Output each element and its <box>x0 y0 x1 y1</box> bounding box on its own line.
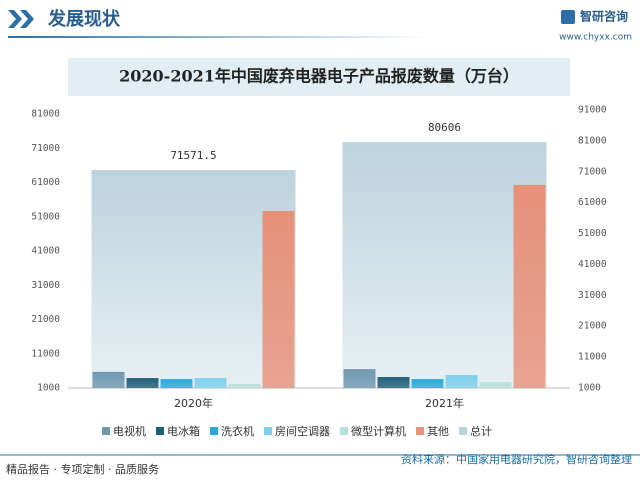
x-tick-label: 2021年 <box>425 396 464 410</box>
bar <box>160 379 193 388</box>
y-tick-label: 21000 <box>31 314 60 325</box>
legend-swatch <box>264 427 272 435</box>
y-tick-label: 1000 <box>37 383 60 394</box>
legend-label: 微型计算机 <box>351 424 406 438</box>
logo-icon <box>561 10 575 24</box>
header-title: 发展现状 <box>47 8 121 30</box>
bar <box>343 369 376 388</box>
total-bar <box>91 170 296 388</box>
footer-source: 资料来源：中国家用电器研究院，智研咨询整理 <box>401 452 632 466</box>
bar <box>479 382 512 388</box>
title-box <box>68 58 570 96</box>
total-bar <box>342 142 547 388</box>
legend-label: 电冰箱 <box>167 424 200 438</box>
bar <box>262 210 295 388</box>
y2-tick-label: 91000 <box>578 105 607 116</box>
legend-label: 洗衣机 <box>221 424 254 438</box>
y-tick-label: 51000 <box>31 211 60 222</box>
y2-tick-label: 31000 <box>578 290 607 301</box>
legend-swatch <box>340 427 348 435</box>
y-tick-label: 81000 <box>31 109 60 120</box>
logo-url: www.chyxx.com <box>559 33 632 43</box>
legend-swatch <box>210 427 218 435</box>
bar <box>377 377 410 388</box>
x-tick-label: 2020年 <box>174 396 213 410</box>
legend-swatch <box>416 427 424 435</box>
bar <box>445 374 478 388</box>
y-tick-label: 71000 <box>31 143 60 154</box>
legend-swatch <box>459 427 467 435</box>
legend-swatch <box>156 427 164 435</box>
bar <box>513 184 546 388</box>
y2-tick-label: 81000 <box>578 135 607 146</box>
header-icon <box>8 10 34 28</box>
y2-tick-label: 61000 <box>578 197 607 208</box>
chart-title: 2020-2021年中国废弃电器电子产品报废数量（万台） <box>119 67 519 86</box>
legend-label: 房间空调器 <box>275 424 330 438</box>
bar <box>411 379 444 388</box>
y-tick-label: 31000 <box>31 280 60 291</box>
value-label: 71571.5 <box>170 149 216 162</box>
y-tick-label: 11000 <box>31 348 60 359</box>
legend-label: 电视机 <box>113 424 146 438</box>
y2-tick-label: 1000 <box>578 383 601 394</box>
logo-text: 智研咨询 <box>579 9 628 24</box>
bar <box>126 378 159 388</box>
legend-label: 总计 <box>470 424 492 438</box>
legend-swatch <box>102 427 110 435</box>
y-tick-label: 61000 <box>31 177 60 188</box>
legend-label: 其他 <box>427 425 449 438</box>
y2-tick-label: 51000 <box>578 228 607 239</box>
y2-tick-label: 41000 <box>578 259 607 270</box>
bar <box>228 383 261 388</box>
footer-left: 精品报告 · 专项定制 · 品质服务 <box>6 462 159 476</box>
bar <box>92 371 125 388</box>
value-label: 80606 <box>428 121 461 134</box>
bar <box>194 378 227 388</box>
y2-tick-label: 71000 <box>578 166 607 177</box>
header-rule <box>8 36 428 38</box>
y2-tick-label: 11000 <box>578 352 607 363</box>
y2-tick-label: 21000 <box>578 321 607 332</box>
y-tick-label: 41000 <box>31 246 60 257</box>
